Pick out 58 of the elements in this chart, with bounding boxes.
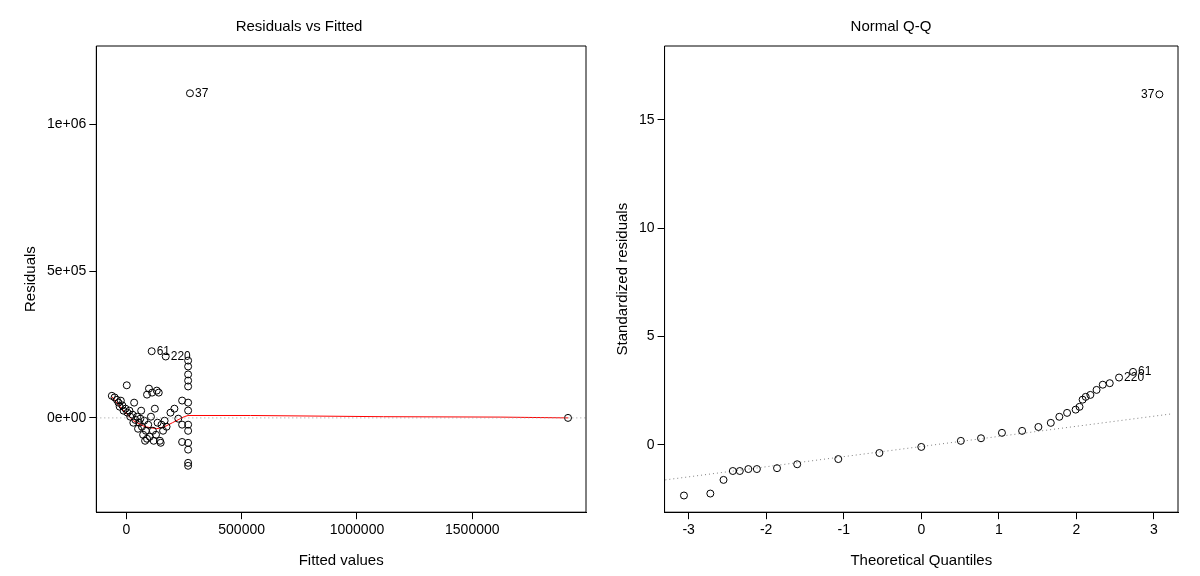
point bbox=[706, 489, 715, 498]
x-tick-label: 1 bbox=[994, 521, 1003, 538]
point bbox=[1034, 422, 1043, 431]
point bbox=[917, 442, 926, 451]
y-axis-title: Standardized residuals bbox=[613, 202, 631, 356]
point bbox=[956, 436, 965, 445]
point bbox=[1046, 418, 1055, 427]
point bbox=[1115, 373, 1124, 382]
y-axis-title: Residuals bbox=[21, 246, 39, 313]
point bbox=[977, 434, 986, 443]
x-tick-label: 0 bbox=[917, 521, 926, 538]
point bbox=[1086, 390, 1095, 399]
chart-title: Normal Q-Q bbox=[850, 17, 932, 35]
point bbox=[1081, 392, 1090, 401]
point bbox=[744, 465, 753, 474]
point bbox=[1098, 380, 1107, 389]
annotation: 37 bbox=[194, 85, 209, 100]
point bbox=[1155, 90, 1164, 99]
annotation: 37 bbox=[1141, 86, 1155, 101]
point bbox=[773, 464, 782, 473]
point bbox=[834, 455, 843, 464]
point bbox=[1075, 402, 1084, 411]
point bbox=[997, 428, 1006, 437]
point bbox=[1105, 379, 1114, 388]
annotation: 61 bbox=[156, 343, 171, 358]
point bbox=[752, 465, 761, 474]
x-tick-label: 2 bbox=[1072, 521, 1081, 538]
point bbox=[875, 449, 884, 457]
x-tick-label: 1500000 bbox=[445, 521, 500, 538]
y-tick-label: 1e+06 bbox=[46, 115, 87, 131]
point bbox=[1055, 412, 1064, 421]
y-tick-label: 15 bbox=[638, 110, 655, 127]
x-tick-label: 500000 bbox=[218, 521, 266, 538]
point bbox=[1071, 405, 1080, 414]
y-tick-label: 5e+05 bbox=[46, 261, 87, 278]
point bbox=[1063, 408, 1072, 417]
x-axis-title: Fitted values bbox=[298, 551, 384, 569]
annotation: 220 bbox=[170, 348, 192, 363]
point bbox=[728, 467, 737, 475]
point bbox=[735, 467, 744, 475]
x-tick-label: -2 bbox=[759, 521, 773, 538]
x-tick-label: -3 bbox=[682, 521, 696, 538]
point bbox=[1078, 395, 1087, 404]
point bbox=[1018, 426, 1027, 435]
y-tick-label: 5 bbox=[646, 327, 655, 344]
y-tick-label: 0 bbox=[646, 435, 655, 452]
y-tick-label: 10 bbox=[638, 219, 655, 235]
point bbox=[1092, 385, 1101, 394]
chart-title: Residuals vs Fitted bbox=[235, 17, 363, 35]
point bbox=[719, 475, 728, 484]
x-axis-title: Theoretical Quantiles bbox=[850, 551, 993, 569]
x-tick-label: 1000000 bbox=[329, 521, 385, 538]
point bbox=[679, 491, 688, 500]
y-tick-label: 0e+00 bbox=[46, 408, 87, 425]
x-tick-label: -1 bbox=[837, 521, 851, 538]
point bbox=[793, 460, 802, 469]
x-tick-label: 3 bbox=[1150, 521, 1159, 538]
x-tick-label: 0 bbox=[122, 521, 131, 538]
